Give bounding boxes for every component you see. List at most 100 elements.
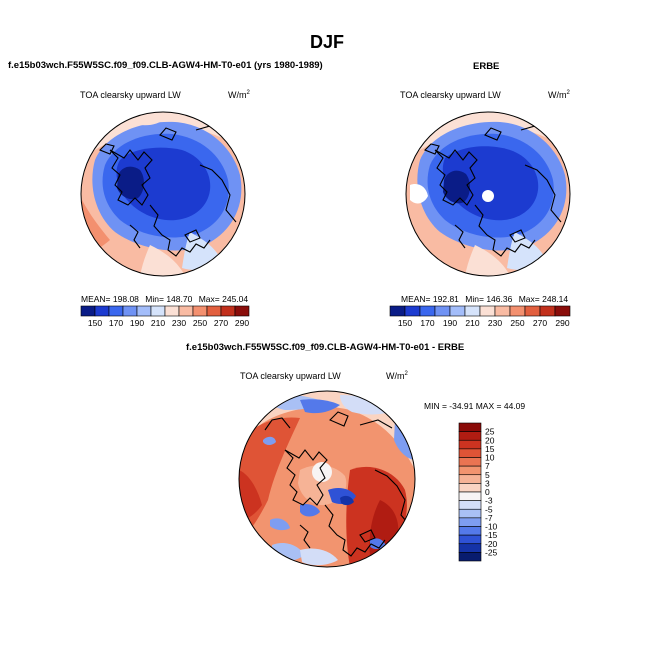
panel2-colorbar-swatch: [404, 305, 421, 317]
panel3-colorbar-swatch: [458, 534, 482, 545]
panel3-colorbar-swatch: [458, 517, 482, 527]
panel1-variable-label: TOA clearsky upward LW: [80, 90, 181, 100]
panel2-colorbar-tick-label: 270: [533, 318, 547, 328]
panel3-colorbar-swatch: [458, 474, 482, 484]
panel2-min-label: Min=: [465, 294, 484, 304]
panel1-colorbar-swatch: [220, 305, 236, 317]
panel2-colorbar-swatch: [494, 305, 511, 317]
panel1-colorbar-tick-label: 250: [193, 318, 207, 328]
panel3-colorbar-swatch: [458, 439, 482, 450]
panel2-colorbar: 150 170 190 210 230 250 270 290: [389, 305, 571, 328]
panel3-minmax: MIN = -34.91 MAX = 44.09: [424, 401, 526, 411]
panel2-mean-value: 192.81: [432, 294, 459, 304]
panel3-colorbar-swatch: [458, 448, 482, 458]
panel3-colorbar-swatch: [458, 465, 482, 476]
panel2-header: ERBE: [473, 61, 500, 72]
panel1-colorbar-tick-label: 230: [172, 318, 186, 328]
panel2-mean-label: MEAN=: [401, 294, 431, 304]
panel3-colorbar-tick-label: 5: [485, 470, 490, 480]
panel3-colorbar-swatch: [458, 483, 482, 493]
panel1-colorbar-swatch: [234, 305, 250, 317]
panel2-colorbar-swatch: [419, 305, 436, 317]
panel1-max-label: Max=: [198, 294, 220, 304]
panel1-units: W/m2: [228, 90, 250, 100]
panel3-colorbar-tick-label: -20: [485, 539, 498, 549]
panel3-colorbar-swatch: [458, 526, 482, 536]
panel2-colorbar-swatch: [539, 305, 556, 317]
panel1-colorbar-swatch: [108, 305, 124, 317]
panel2-colorbar-swatch: [509, 305, 526, 317]
panel2-variable-label: TOA clearsky upward LW: [400, 90, 501, 100]
panel1-colorbar-swatch: [80, 305, 96, 317]
panel3-map-border: [238, 390, 416, 568]
panel3-colorbar-tick-label: 20: [485, 435, 495, 445]
panel1-header: f.e15b03wch.F55W5SC.f09_f09.CLB-AGW4-HM-…: [8, 60, 323, 71]
panel3-colorbar-tick-label: 15: [485, 444, 495, 454]
panel3-colorbar-tick-label: 0: [485, 487, 490, 497]
panel1-colorbar-swatch: [150, 305, 166, 317]
panel3-colorbar-tick-label: 25: [485, 427, 495, 437]
panel1-map: [81, 112, 245, 276]
panel2-map-border: [405, 111, 571, 277]
panel2-colorbar-tick-label: 190: [443, 318, 457, 328]
panel2-colorbar-tick-label: 170: [420, 318, 434, 328]
panel1-colorbar-tick-label: 150: [88, 318, 102, 328]
panel1-colorbar: 150 170 190 210 230 250 270 290: [80, 305, 250, 328]
panel2-colorbar-tick-label: 290: [555, 318, 569, 328]
panel2-colorbar-swatch: [464, 305, 481, 317]
panel3-colorbar-tick-label: 7: [485, 461, 490, 471]
panel3-colorbar-tick-label: -7: [485, 513, 493, 523]
panel3-colorbar-swatch: [458, 500, 482, 510]
panel1-units-text: W/m: [228, 90, 247, 100]
panel1-min-value: 148.70: [166, 294, 193, 304]
panel1-colorbar-swatch: [206, 305, 222, 317]
panel1-colorbar-swatch: [164, 305, 180, 317]
panel1-min-label: Min=: [145, 294, 164, 304]
page-title: DJF: [310, 32, 345, 52]
panel3-colorbar-tick-label: 3: [485, 478, 490, 488]
panel2-units-sup: 2: [566, 90, 570, 96]
panel3-colorbar-swatch: [458, 491, 482, 501]
panel2-colorbar-swatch: [449, 305, 466, 317]
panel2-colorbar-tick-label: 230: [488, 318, 502, 328]
panel3-colorbar-tick-label: -25: [485, 547, 498, 557]
panel3-colorbar-tick-label: -3: [485, 496, 493, 506]
panel2-colorbar-swatch: [554, 305, 571, 317]
panel1-colorbar-swatch: [192, 305, 208, 317]
panel1-map-border: [80, 111, 246, 277]
panel3-map: [239, 391, 415, 567]
panel2-map: [406, 112, 570, 276]
panel3-colorbar-tick-label: -5: [485, 504, 493, 514]
panel3-header: f.e15b03wch.F55W5SC.f09_f09.CLB-AGW4-HM-…: [186, 342, 465, 353]
panel1-colorbar-tick-label: 270: [214, 318, 228, 328]
panel3-colorbar-swatch: [458, 422, 482, 432]
panel1-stats: MEAN= 198.08 Min= 148.70 Max= 245.04: [81, 294, 248, 304]
panel3-units: W/m2: [386, 371, 408, 381]
panel3-units-text: W/m: [386, 371, 405, 381]
panel2-units-text: W/m: [548, 90, 567, 100]
panel3-units-sup: 2: [404, 371, 408, 377]
panel3-colorbar-swatch: [458, 431, 482, 441]
panel1-max-value: 245.04: [222, 294, 249, 304]
panel1-colorbar-tick-label: 290: [235, 318, 249, 328]
panel2-colorbar-tick-label: 210: [465, 318, 479, 328]
panel1-colorbar-tick-label: 170: [109, 318, 123, 328]
panel1-colorbar-tick-label: 190: [130, 318, 144, 328]
panel2-min-value: 146.36: [486, 294, 513, 304]
panel3-colorbar-tick-label: -15: [485, 530, 498, 540]
panel2-stats: MEAN= 192.81 Min= 146.36 Max= 248.14: [401, 294, 568, 304]
panel2-max-value: 248.14: [542, 294, 569, 304]
panel1-mean-label: MEAN=: [81, 294, 111, 304]
panel3-colorbar-swatch: [458, 457, 482, 467]
panel2-colorbar-swatch: [479, 305, 496, 317]
panel2-colorbar-tick-label: 150: [398, 318, 412, 328]
panel1-colorbar-swatch: [178, 305, 194, 317]
panel3-colorbar-swatch: [458, 508, 482, 519]
panel2-units: W/m2: [548, 90, 570, 100]
panel1-mean-value: 198.08: [112, 294, 139, 304]
panel3-colorbar-swatch: [458, 552, 482, 562]
panel3-colorbar-tick-label: 10: [485, 453, 495, 463]
panel1-colorbar-tick-label: 210: [151, 318, 165, 328]
